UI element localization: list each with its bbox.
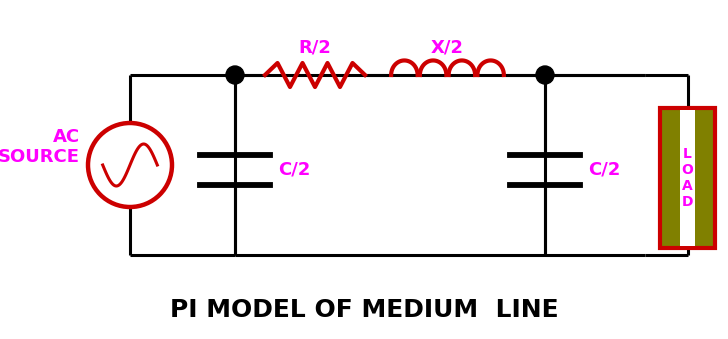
Text: L
O
A
D: L O A D — [681, 147, 694, 209]
Bar — [660, 108, 715, 248]
Circle shape — [226, 66, 244, 84]
Circle shape — [536, 66, 554, 84]
Text: PI MODEL OF MEDIUM  LINE: PI MODEL OF MEDIUM LINE — [170, 298, 558, 322]
Text: X/2: X/2 — [431, 38, 464, 56]
Text: R/2: R/2 — [298, 38, 331, 56]
Text: C/2: C/2 — [588, 161, 620, 179]
Bar — [680, 110, 695, 246]
Text: AC
SOURCE: AC SOURCE — [0, 127, 80, 166]
Text: C/2: C/2 — [278, 161, 310, 179]
